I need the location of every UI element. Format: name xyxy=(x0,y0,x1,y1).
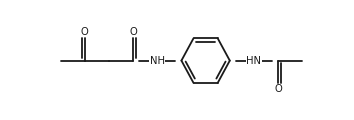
Text: NH: NH xyxy=(150,56,165,66)
Text: O: O xyxy=(129,27,137,37)
Text: HN: HN xyxy=(246,56,262,66)
Text: O: O xyxy=(274,84,282,94)
Text: O: O xyxy=(81,27,88,37)
